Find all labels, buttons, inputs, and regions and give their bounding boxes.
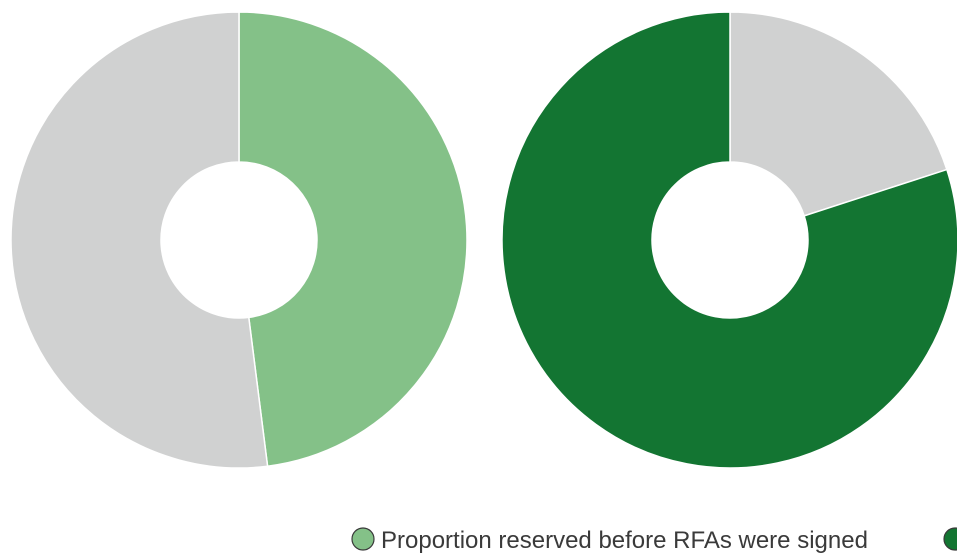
legend-swatch-dark-green	[943, 527, 957, 551]
legend-swatch-reserved-before-rfa	[351, 527, 375, 551]
legend: Proportion reserved before RFAs were sig…	[351, 527, 957, 554]
donut-chart-right	[501, 11, 957, 469]
donut-1-slice-0	[729, 11, 948, 217]
donut-0-slice-1	[10, 11, 269, 469]
legend-label-reserved-before-rfa: Proportion reserved before RFAs were sig…	[381, 527, 868, 554]
donut-1-slice-1	[501, 11, 957, 469]
donut-chart-left	[10, 11, 468, 469]
donut-0-slice-0	[238, 11, 468, 468]
